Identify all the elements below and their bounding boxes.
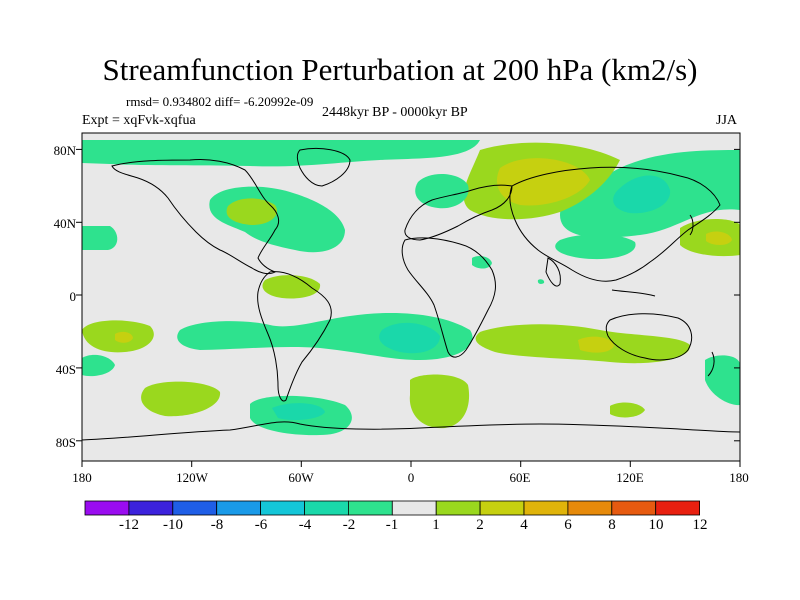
contour-negative-se — [705, 355, 740, 406]
contour-negative-tiny — [537, 279, 545, 284]
coastline-south-america — [257, 271, 332, 402]
colorbar-label-m2: -2 — [342, 517, 356, 533]
lon-label-60w: 60W — [288, 470, 314, 485]
colorbar-box — [611, 500, 657, 516]
contour-negative-westedge — [82, 226, 118, 250]
contour-negative-tropical — [472, 255, 492, 269]
lat-label-eq: 0 — [69, 289, 77, 304]
contour-positive-ssmall — [610, 402, 645, 418]
period-text: 2448kyr BP - 0000kyr BP — [322, 105, 468, 120]
contour-positive-naeast — [226, 198, 278, 225]
contour-positive-sepacific — [141, 381, 221, 417]
colorbar-label-m10: -10 — [163, 517, 183, 533]
coastline-indonesia — [611, 289, 656, 297]
colorbar-box — [172, 500, 218, 516]
colorbar-label-p4: 4 — [520, 517, 528, 533]
colorbar-box — [260, 500, 305, 516]
contour-negative-europe — [415, 174, 469, 209]
lon-label-180e: 180 — [729, 470, 749, 485]
coastline-greenland — [296, 147, 351, 187]
colorbar-label-p12: 12 — [692, 517, 708, 533]
colorbar-box — [216, 500, 261, 516]
coastline-australia — [605, 313, 693, 361]
season-text: JJA — [716, 113, 738, 128]
colorbar-label-p8: 8 — [608, 517, 616, 533]
colorbar-box — [128, 500, 174, 516]
coastline-africa — [401, 237, 496, 358]
lon-label-0: 0 — [407, 470, 415, 485]
coastlines — [82, 147, 740, 441]
colorbar-box — [479, 500, 525, 516]
lon-label-120w: 120W — [176, 470, 208, 485]
colorbar-box — [655, 500, 701, 516]
stats-text: rmsd= 0.934802 diff= -6.20992e-09 — [126, 94, 314, 109]
experiment-text: Expt = xqFvk-xqfua — [82, 113, 196, 128]
colorbar-box — [347, 500, 393, 516]
lat-label-80n: 80N — [53, 143, 76, 158]
colorbar — [84, 500, 701, 516]
colorbar-label-p1: 1 — [432, 517, 440, 533]
coastline-europe — [404, 184, 513, 241]
colorbar-box — [523, 500, 569, 516]
coastline-antarctica — [82, 421, 740, 441]
colorbar-box — [84, 500, 130, 516]
colorbar-label-p10: 10 — [648, 517, 664, 533]
chart-title: Streamfunction Perturbation at 200 hPa (… — [102, 52, 698, 87]
contour-negative-core-satl — [379, 322, 440, 354]
axis-ticks — [76, 148, 741, 467]
contour-positive-tropical — [262, 275, 321, 299]
coastline-asia — [509, 166, 721, 282]
colorbar-label-m8: -8 — [210, 517, 224, 533]
contour-fields — [82, 140, 740, 436]
colorbar-label-p6: 6 — [564, 517, 572, 533]
colorbar-label-m6: -6 — [254, 517, 268, 533]
contour-negative-core-drake — [272, 403, 325, 420]
lat-label-40s: 40S — [55, 362, 76, 377]
colorbar-box — [304, 500, 349, 516]
contour-positive-core-spacific — [115, 331, 133, 343]
lat-label-80s: 80S — [55, 435, 76, 450]
contour-negative-core-siberia — [613, 175, 671, 214]
colorbar-label-m1: -1 — [385, 517, 399, 533]
colorbar-box — [391, 500, 437, 516]
contour-positive-southern — [409, 374, 470, 429]
lat-label-40n: 40N — [53, 216, 76, 231]
contour-negative-sw — [82, 354, 115, 377]
contour-positive-core-wpacific — [706, 231, 732, 245]
colorbar-label-m12: -12 — [119, 517, 139, 533]
colorbar-label-p2: 2 — [476, 517, 484, 533]
contour-negative-indian — [555, 234, 636, 260]
contour-positive-core-sindian — [578, 336, 614, 353]
colorbar-label-m4: -4 — [298, 517, 312, 533]
colorbar-box — [567, 500, 613, 516]
colorbar-box — [435, 500, 481, 516]
lon-label-180w: 180 — [72, 470, 92, 485]
coastline-new-zealand — [707, 351, 715, 377]
lon-label-120e: 120E — [616, 470, 644, 485]
coastline-india — [545, 257, 561, 287]
coastline-japan — [689, 214, 694, 236]
lon-label-60e: 60E — [509, 470, 531, 485]
